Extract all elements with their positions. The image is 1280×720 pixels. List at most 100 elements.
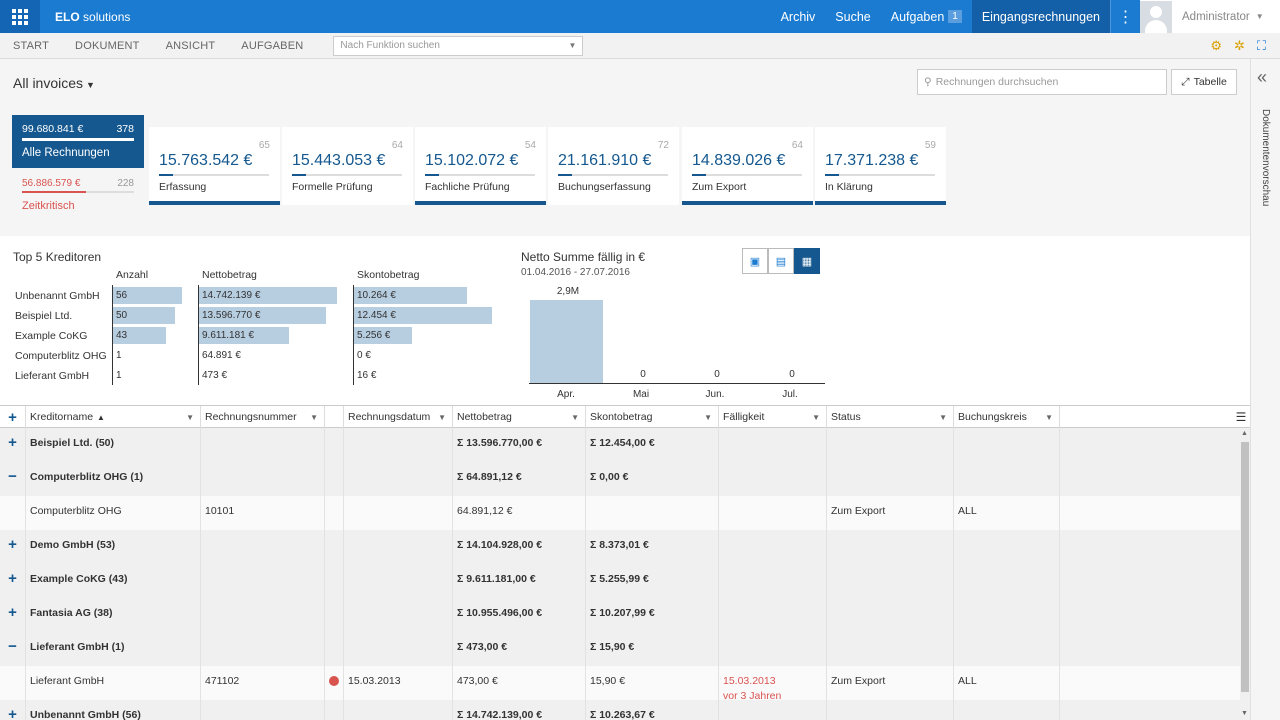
- col-header-status[interactable]: Status ▼: [827, 406, 954, 428]
- caret-down-icon: ▼: [86, 80, 95, 90]
- plugin-icon[interactable]: ⚙: [1210, 37, 1222, 53]
- chevron-down-icon[interactable]: ▼: [568, 41, 577, 50]
- table-row[interactable]: Lieferant GmbH 471102 15.03.2013 473,00 €15…: [0, 666, 1240, 702]
- group-row[interactable]: + Beispiel Ltd. (50) Σ 13.596.770,00 € Σ 12…: [0, 428, 1240, 462]
- top5-net: 473 €: [202, 370, 228, 381]
- grid-cell: [719, 564, 827, 598]
- collapse-icon[interactable]: −: [0, 462, 26, 496]
- add-icon[interactable]: +: [0, 406, 26, 428]
- group-row[interactable]: + Demo GmbH (53) Σ 14.104.928,00 € Σ 8.373,…: [0, 530, 1240, 564]
- chevron-down-icon[interactable]: ▼: [1045, 412, 1053, 422]
- status-card-zum-export[interactable]: 64 14.839.026 € Zum Export: [682, 127, 813, 205]
- group-row[interactable]: + Fantasia AG (38) Σ 10.955.496,00 € Σ 10.2…: [0, 598, 1240, 632]
- chevron-down-icon[interactable]: ▼: [186, 412, 194, 422]
- table-view-button[interactable]: ⤢ Tabelle: [1171, 69, 1237, 95]
- expand-icon[interactable]: +: [0, 564, 26, 598]
- calendar-day-icon[interactable]: ▣: [742, 248, 768, 274]
- function-search-input[interactable]: Nach Funktion suchen ▼: [333, 35, 584, 56]
- table-row[interactable]: Computerblitz OHG 10101 64.891,12 € Zum Exp…: [0, 496, 1240, 530]
- col-header-kreditorname[interactable]: Kreditorname ▲ ▼: [26, 406, 201, 428]
- chevron-down-icon[interactable]: ▼: [310, 412, 318, 422]
- invoice-search-input[interactable]: ⚲ Rechnungen durchsuchen: [917, 69, 1167, 95]
- chevron-down-icon[interactable]: ▼: [939, 412, 947, 422]
- status-card-in-klaerung[interactable]: 59 17.371.238 € In Klärung: [815, 127, 946, 205]
- menu-icon[interactable]: ☰: [1235, 410, 1247, 424]
- collapse-icon[interactable]: −: [0, 632, 26, 666]
- col-header-rechnungsdatum[interactable]: Rechnungsdatum ▼: [344, 406, 453, 428]
- all-invoices-count: 378: [116, 123, 134, 135]
- all-invoices-tile[interactable]: 99.680.841 € 378 Alle Rechnungen: [12, 115, 144, 168]
- menu-ansicht[interactable]: ANSICHT: [165, 39, 216, 52]
- grid-cell: [325, 632, 344, 666]
- grid-cell: [719, 428, 827, 462]
- grid-cell: 473,00 €: [453, 666, 586, 700]
- document-preview-label: Dokumentenvorschau: [1260, 109, 1271, 207]
- user-menu[interactable]: Administrator ▼: [1140, 0, 1280, 33]
- critical-tile[interactable]: 56.886.579 € 228 Zeitkritisch: [12, 178, 144, 212]
- group-row[interactable]: − Lieferant GmbH (1) Σ 473,00 € Σ 15,90 €: [0, 632, 1240, 666]
- chevron-down-icon[interactable]: ▼: [812, 412, 820, 422]
- calendar-week-icon[interactable]: ▤: [768, 248, 794, 274]
- expand-icon[interactable]: +: [0, 700, 26, 720]
- menu-start[interactable]: START: [13, 39, 50, 52]
- all-invoices-label: Alle Rechnungen: [22, 147, 110, 159]
- nav-eingangsrechnungen[interactable]: Eingangsrechnungen: [971, 0, 1110, 33]
- col-header-label: Buchungskreis: [958, 411, 1027, 423]
- collapse-left-icon[interactable]: «: [1257, 67, 1268, 87]
- chevron-down-icon[interactable]: ▼: [571, 412, 579, 422]
- nav-aufgaben[interactable]: Aufgaben 1: [881, 0, 972, 33]
- status-card-fachliche-pruefung[interactable]: 54 15.102.072 € Fachliche Prüfung: [415, 127, 546, 205]
- nav-suche[interactable]: Suche: [835, 9, 871, 24]
- expand-icon[interactable]: +: [0, 530, 26, 564]
- grid-cell: [954, 632, 1060, 666]
- menu-aufgaben[interactable]: AUFGABEN: [241, 39, 304, 52]
- grid-cell: [954, 598, 1060, 632]
- grid-cell: [201, 598, 325, 632]
- group-row[interactable]: + Unbenannt GmbH (56) Σ 14.742.139,00 € Σ 1…: [0, 700, 1240, 720]
- col-header-nettobetrag[interactable]: Nettobetrag ▼: [453, 406, 586, 428]
- settings-icon[interactable]: ✲: [1233, 37, 1245, 53]
- view-title: All invoices: [13, 75, 84, 91]
- expand-icon[interactable]: +: [0, 428, 26, 462]
- status-card-erfassung[interactable]: 65 15.763.542 € Erfassung: [149, 127, 280, 205]
- col-header-flag[interactable]: [325, 406, 344, 428]
- grid-scrollbar[interactable]: ▲ ▼: [1240, 428, 1250, 720]
- fullscreen-icon[interactable]: ⛶: [1256, 37, 1266, 53]
- col-header-label: Fälligkeit: [723, 411, 765, 423]
- due-date: 15.03.2013: [723, 675, 776, 687]
- status-card-formelle-pruefung[interactable]: 64 15.443.053 € Formelle Prüfung: [282, 127, 413, 205]
- col-header-label: Status: [831, 411, 861, 423]
- col-header-skontobetrag[interactable]: Skontobetrag ▼: [586, 406, 719, 428]
- grid-cell: Computerblitz OHG (1): [26, 462, 201, 496]
- top5-discount: 16 €: [357, 370, 377, 381]
- group-row[interactable]: − Computerblitz OHG (1) Σ 64.891,12 € Σ 0,0…: [0, 462, 1240, 496]
- expand-icon[interactable]: +: [0, 598, 26, 632]
- grid-cell: [325, 666, 344, 700]
- chevron-down-icon[interactable]: ▼: [704, 412, 712, 422]
- card-label: Erfassung: [159, 181, 207, 193]
- col-header-faelligkeit[interactable]: Fälligkeit ▼: [719, 406, 827, 428]
- chevron-down-icon[interactable]: ▼: [438, 412, 446, 422]
- view-selector[interactable]: All invoices ▼: [13, 75, 95, 91]
- col-header-rechnungsnummer[interactable]: Rechnungsnummer ▼: [201, 406, 325, 428]
- grid-cell: ALL: [954, 496, 1060, 530]
- all-invoices-value: 99.680.841 €: [22, 123, 84, 135]
- group-row[interactable]: + Example CoKG (43) Σ 9.611.181,00 € Σ 5.25…: [0, 564, 1240, 598]
- top5-discount-bar: [354, 307, 492, 324]
- col-header-buchungskreis[interactable]: Buchungskreis ▼: [954, 406, 1060, 428]
- more-vertical-icon[interactable]: ⋮: [1110, 0, 1140, 33]
- invoice-search-placeholder: Rechnungen durchsuchen: [935, 76, 1059, 88]
- menu-dokument[interactable]: DOKUMENT: [75, 39, 140, 52]
- top5-discount-bar: [354, 287, 467, 304]
- nav-archiv[interactable]: Archiv: [780, 9, 816, 24]
- card-label: Formelle Prüfung: [292, 181, 373, 193]
- calendar-month-icon[interactable]: ▦: [794, 248, 820, 274]
- grid-cell: [201, 462, 325, 496]
- grid-cell: 15.03.2013: [344, 666, 453, 700]
- grid-cell: 15,90 €: [586, 666, 719, 700]
- app-grid-icon[interactable]: [0, 0, 40, 33]
- chart-bar[interactable]: [530, 300, 603, 383]
- status-card-buchungserfassung[interactable]: 72 21.161.910 € Buchungserfassung: [548, 127, 679, 205]
- card-value: 14.839.026 €: [692, 152, 786, 169]
- grid-cell: [201, 530, 325, 564]
